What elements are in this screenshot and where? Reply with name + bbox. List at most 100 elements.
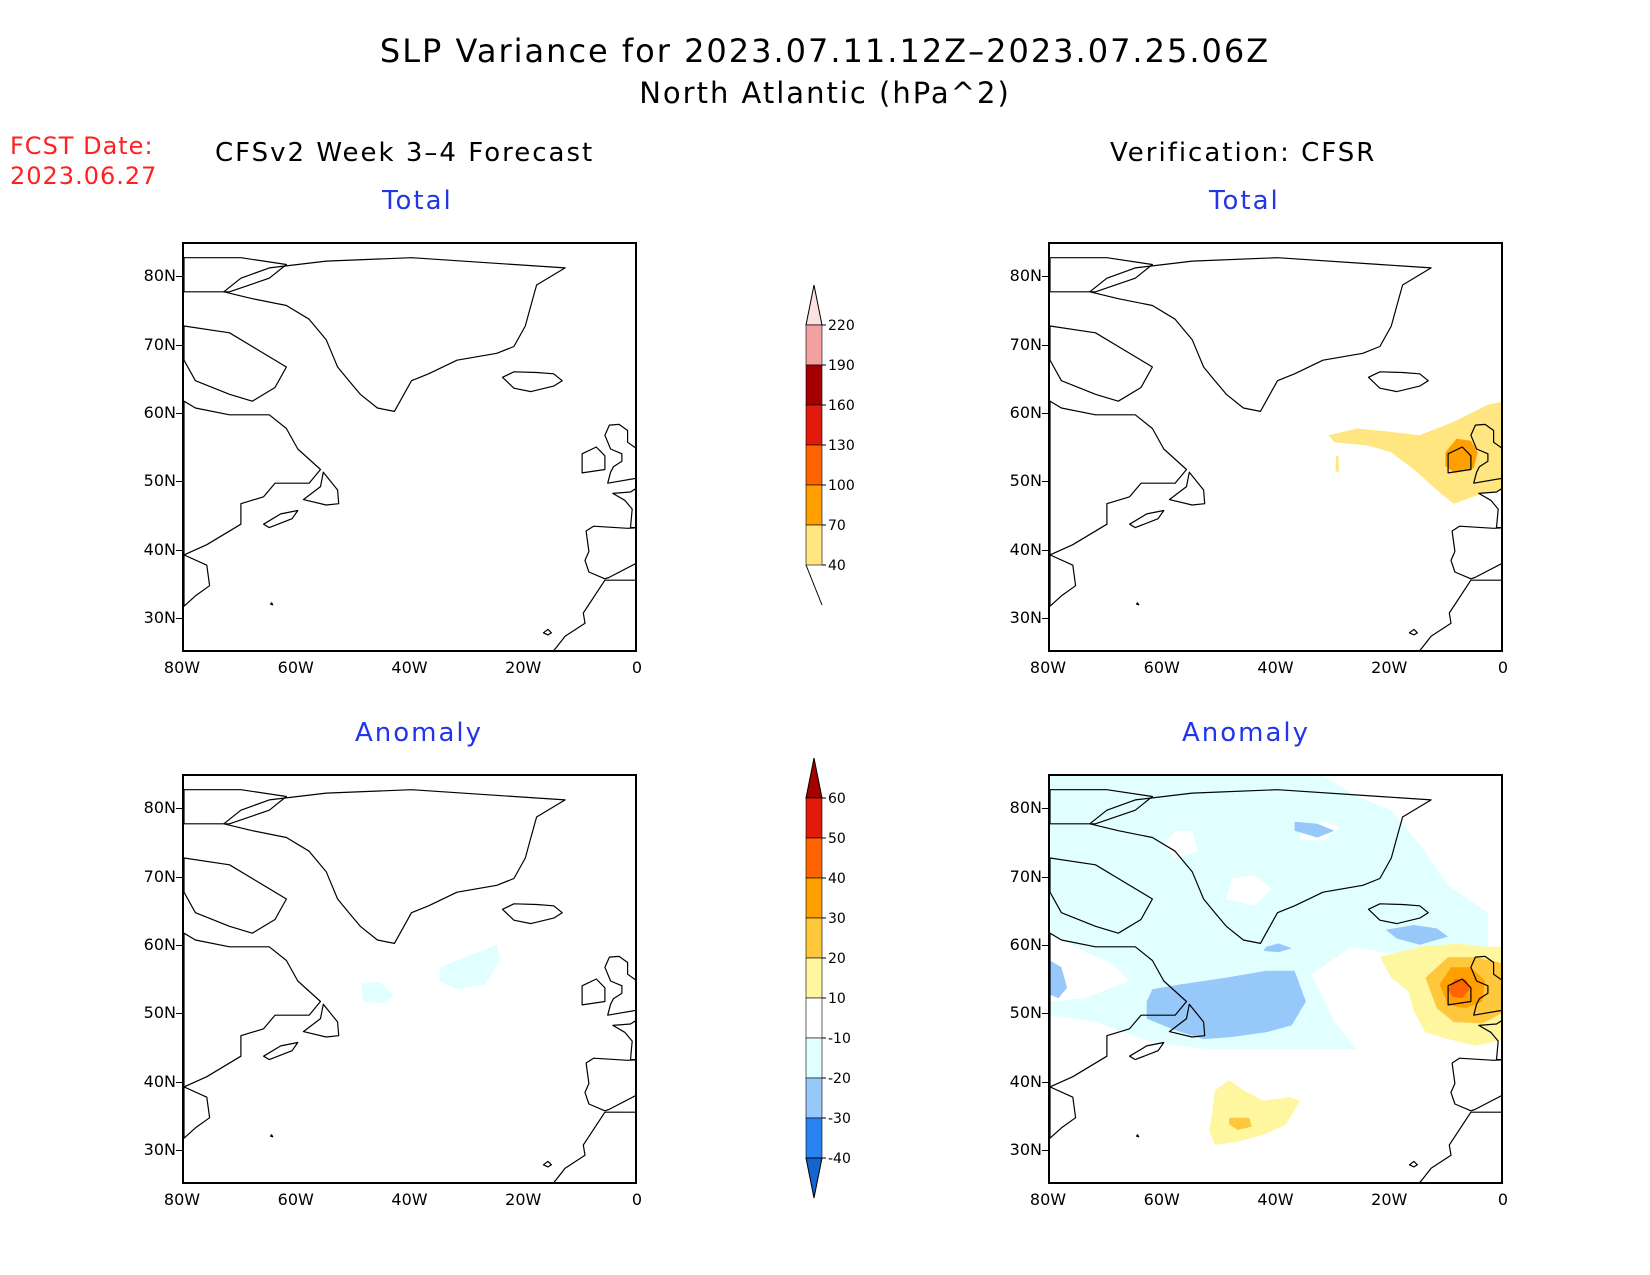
lat-tick-label: 30N <box>1009 607 1042 627</box>
total-colorbar: 40 70 100 130 160 190 220 <box>805 285 855 606</box>
contour-fill <box>361 982 393 1004</box>
coastline-newfoundland <box>1168 471 1206 506</box>
lat-tick-label: 80N <box>1009 266 1042 286</box>
colorbar-label: 10 <box>828 991 846 1007</box>
colorbar-segment <box>805 444 823 486</box>
lon-tick-label: 0 <box>1497 658 1509 677</box>
colorbar-label: 130 <box>828 438 855 454</box>
panel-title-forecast-total: Total <box>382 186 453 216</box>
coastline-canadaNorth <box>184 789 287 825</box>
coastline-canaries <box>1408 628 1418 636</box>
lat-tick-mark <box>176 1081 182 1083</box>
lat-tick-label: 60N <box>1009 934 1042 954</box>
contour-fill <box>1209 1080 1301 1145</box>
coastline-iberia <box>584 1057 635 1112</box>
lon-tick-label: 0 <box>1497 1190 1509 1209</box>
coastline-nova <box>263 1041 299 1061</box>
coastline-newfoundland <box>1168 1003 1206 1038</box>
coastline-nova <box>1129 1041 1165 1061</box>
coastline-baffin <box>1050 857 1153 934</box>
map-canvas <box>184 257 635 650</box>
lon-tick-label: 60W <box>1143 1190 1180 1209</box>
lat-tick-mark <box>1042 412 1048 414</box>
coastline-africa <box>553 579 635 650</box>
lat-tick-mark <box>176 808 182 810</box>
coastline-iberia <box>584 525 635 580</box>
coastline-france <box>1478 1020 1501 1061</box>
lon-tick-label: 0 <box>631 1190 643 1209</box>
colorbar-label: 100 <box>828 478 855 494</box>
lat-tick-label: 70N <box>1009 334 1042 354</box>
lat-tick-label: 40N <box>143 1071 176 1091</box>
colorbar-label: 40 <box>828 558 846 574</box>
colorbar-bottom-tail <box>805 564 823 606</box>
contour-fill <box>1335 455 1339 473</box>
lon-tick-label: 80W <box>1029 1190 1067 1209</box>
lat-tick-mark <box>176 276 182 278</box>
lat-tick-label: 80N <box>143 266 176 286</box>
coastline-britain <box>1470 423 1501 484</box>
coastline-eastCoast <box>1050 1086 1077 1139</box>
lat-tick-label: 70N <box>1009 866 1042 886</box>
lat-tick-label: 80N <box>1009 798 1042 818</box>
colorbar-segment <box>805 837 823 879</box>
contour-fill <box>1229 1117 1252 1130</box>
lat-tick-label: 60N <box>143 402 176 422</box>
colorbar-segment <box>805 877 823 919</box>
contour-fill <box>1163 830 1198 858</box>
main-subtitle: North Atlantic (hPa^2) <box>639 76 1011 110</box>
lat-tick-label: 70N <box>143 866 176 886</box>
lat-tick-mark <box>176 481 182 483</box>
colorbar-segment <box>805 324 823 366</box>
lat-tick-label: 40N <box>1009 539 1042 559</box>
colorbar-label: 190 <box>828 358 855 374</box>
contour-fill <box>1226 875 1272 906</box>
right-column-header: Verification: CFSR <box>1110 138 1377 168</box>
colorbar-label: -10 <box>828 1031 851 1047</box>
lon-tick-label: 40W <box>391 1190 428 1209</box>
lat-tick-mark <box>176 344 182 346</box>
lat-tick-label: 50N <box>143 1003 176 1023</box>
colorbar-segment <box>805 997 823 1039</box>
colorbar-label: 30 <box>828 911 846 927</box>
lon-tick-label: 80W <box>163 658 201 677</box>
main-title: SLP Variance for 2023.07.11.12Z–2023.07.… <box>379 32 1271 70</box>
lat-tick-mark <box>1042 944 1048 946</box>
map-canvas <box>1050 776 1501 1182</box>
map-canvas <box>184 789 635 1182</box>
lat-tick-mark <box>1042 808 1048 810</box>
coastline-canadaNorth <box>1050 789 1153 825</box>
coastline-france <box>1478 488 1501 529</box>
coastline-canaries <box>542 1160 552 1168</box>
colorbar-segment <box>805 1117 823 1159</box>
coastline-iceland <box>501 903 563 925</box>
colorbar-label: 220 <box>828 318 855 334</box>
coastline-canadaNorth <box>184 257 287 293</box>
lat-tick-mark <box>176 617 182 619</box>
colorbar-segment <box>805 1037 823 1079</box>
colorbar-label: -20 <box>828 1071 851 1087</box>
lon-tick-label: 40W <box>391 658 428 677</box>
contour-fill <box>1146 970 1306 1040</box>
coastline-france <box>612 1020 635 1061</box>
coastline-nova <box>263 509 299 529</box>
lat-tick-label: 70N <box>143 334 176 354</box>
coastline-iberia <box>1450 1057 1501 1112</box>
lon-tick-label: 40W <box>1257 658 1294 677</box>
lon-tick-label: 20W <box>505 1190 542 1209</box>
lon-tick-label: 20W <box>505 658 542 677</box>
colorbar-label: -40 <box>828 1151 851 1167</box>
coastline-labrador <box>184 400 322 556</box>
lat-tick-label: 50N <box>1009 471 1042 491</box>
lat-tick-mark <box>1042 1149 1048 1151</box>
contour-fill <box>1328 401 1501 504</box>
panel-title-forecast-anomaly: Anomaly <box>355 718 484 748</box>
coastline-iceland <box>1367 371 1429 393</box>
lat-tick-mark <box>1042 549 1048 551</box>
lat-tick-mark <box>176 549 182 551</box>
contour-fill <box>1050 933 1130 1002</box>
lat-tick-label: 60N <box>1009 402 1042 422</box>
coastline-newfoundland <box>302 1003 340 1038</box>
lon-tick-label: 80W <box>163 1190 201 1209</box>
lat-tick-mark <box>176 1149 182 1151</box>
